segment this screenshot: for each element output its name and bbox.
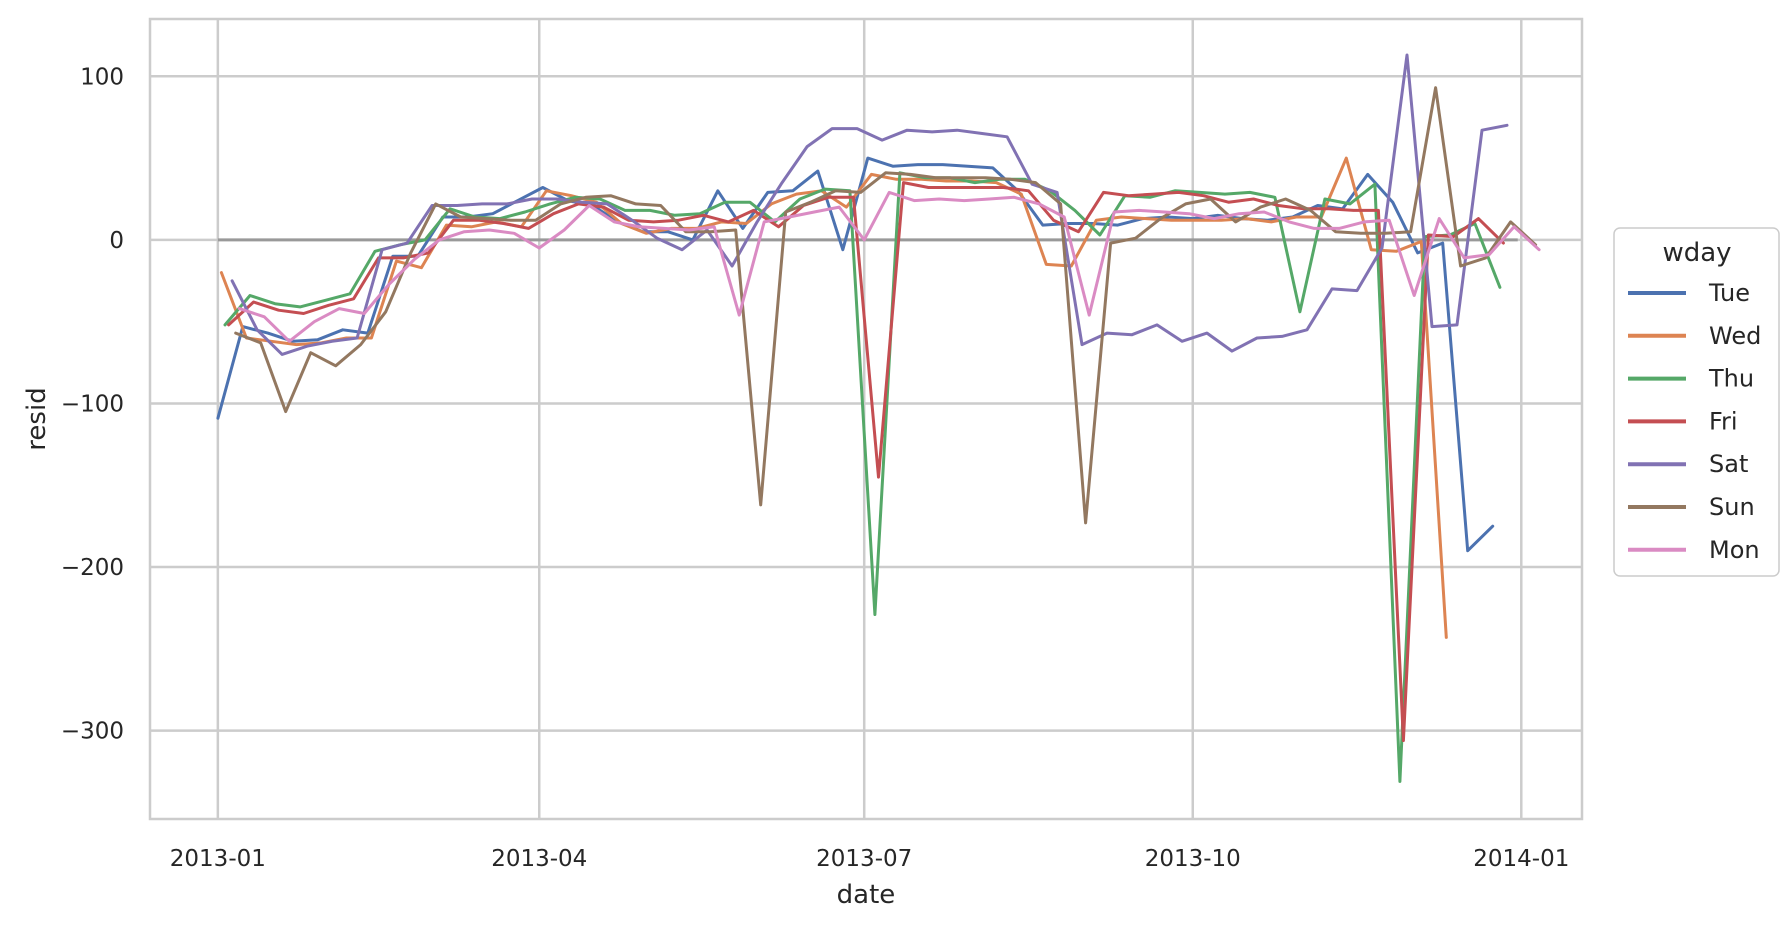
series-line-mon bbox=[237, 190, 1541, 343]
legend-item-tue: Tue bbox=[1628, 279, 1750, 307]
legend-box bbox=[1613, 227, 1780, 577]
y-tick-label: 0 bbox=[109, 228, 124, 254]
legend-item-sat: Sat bbox=[1628, 450, 1748, 478]
x-tick-label: 2013-01 bbox=[170, 846, 266, 872]
plot-background bbox=[150, 19, 1582, 819]
series-line-thu bbox=[223, 171, 1502, 783]
legend-label: Sun bbox=[1709, 493, 1755, 521]
legend-item-mon: Mon bbox=[1628, 536, 1760, 564]
legend-label: Fri bbox=[1709, 407, 1738, 435]
legend-title: wday bbox=[1662, 238, 1731, 268]
y-tick-label: −100 bbox=[61, 391, 124, 417]
legend-label: Wed bbox=[1709, 322, 1761, 350]
y-tick-label: −300 bbox=[61, 719, 124, 745]
legend-item-thu: Thu bbox=[1628, 365, 1754, 393]
legend: wday Tue Wed Thu Fri Sat Sun Mon bbox=[1613, 227, 1780, 577]
series-line-sat bbox=[230, 53, 1509, 356]
x-tick-label: 2013-10 bbox=[1145, 846, 1241, 872]
x-axis-title: date bbox=[837, 880, 896, 910]
legend-item-sun: Sun bbox=[1628, 493, 1755, 521]
legend-label: Sat bbox=[1709, 450, 1748, 478]
y-tick-label: −200 bbox=[61, 555, 124, 581]
plot-frame bbox=[148, 17, 1584, 821]
y-tick-labels: 100 0 −100 −200 −300 bbox=[61, 64, 124, 744]
legend-items: Tue Wed Thu Fri Sat Sun Mon bbox=[1628, 279, 1761, 564]
x-tick-label: 2013-07 bbox=[816, 846, 912, 872]
y-axis-title: resid bbox=[22, 387, 52, 450]
legend-label: Thu bbox=[1708, 365, 1754, 393]
legend-item-fri: Fri bbox=[1628, 407, 1738, 435]
series-line-fri bbox=[227, 181, 1505, 742]
series-lines bbox=[216, 53, 1541, 783]
y-tick-label: 100 bbox=[80, 64, 124, 90]
series-line-sun bbox=[234, 86, 1538, 525]
legend-label: Mon bbox=[1709, 536, 1760, 564]
legend-item-wed: Wed bbox=[1628, 322, 1761, 350]
x-tick-label: 2013-04 bbox=[491, 846, 587, 872]
x-tick-labels: 2013-01 2013-04 2013-07 2013-10 2014-01 bbox=[170, 846, 1570, 872]
x-tick-label: 2014-01 bbox=[1473, 846, 1569, 872]
legend-label: Tue bbox=[1708, 279, 1750, 307]
